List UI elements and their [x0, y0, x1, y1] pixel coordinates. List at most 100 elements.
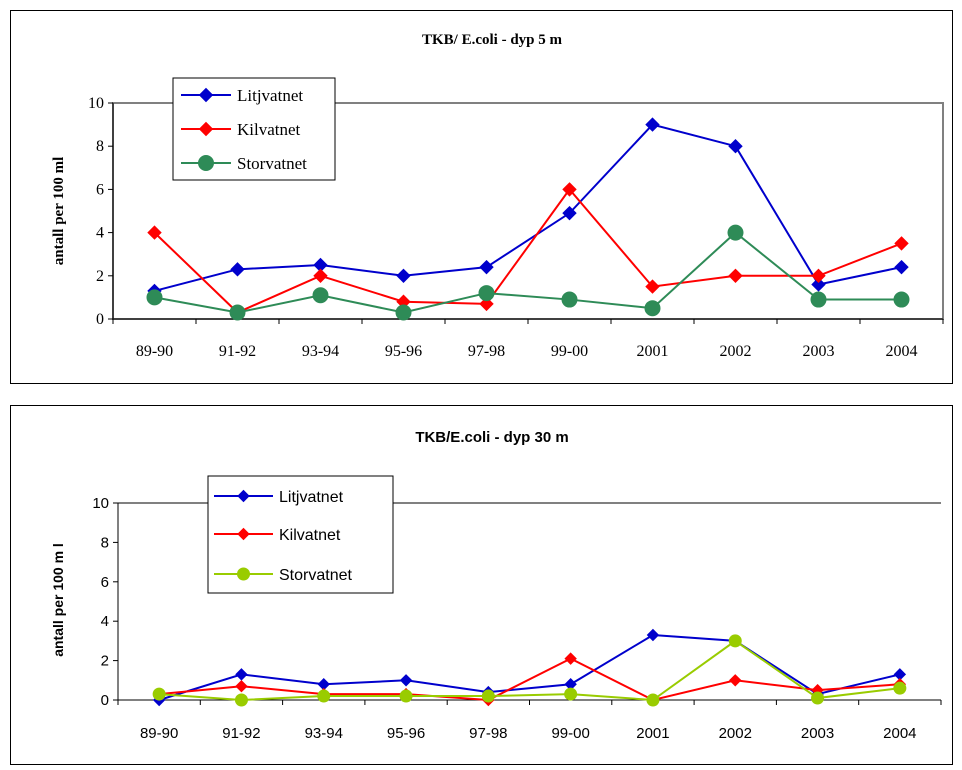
data-point-litjvatnet: [562, 205, 577, 221]
data-point-storvatnet: [312, 287, 329, 304]
data-point-storvatnet: [395, 304, 412, 321]
y-tick-label: 0: [101, 692, 109, 709]
data-point-litjvatnet: [645, 117, 660, 132]
y-axis-label-5m: antall per 100 ml: [51, 157, 67, 265]
data-point-storvatnet: [646, 693, 660, 707]
data-point-storvatnet: [317, 689, 331, 703]
data-point-storvatnet: [893, 291, 910, 308]
data-point-litjvatnet: [399, 674, 413, 687]
data-point-storvatnet: [481, 689, 495, 703]
data-point-storvatnet: [478, 285, 495, 302]
x-tick-label: 2004: [883, 725, 916, 742]
chart-panel-30m: TKB/E.coli - dyp 30 m antall per 100 m l 0…: [10, 405, 953, 765]
chart-title-5m: TKB/ E.coli - dyp 5 m: [422, 32, 563, 48]
data-point-litjvatnet: [811, 277, 826, 292]
data-point-kilvatnet: [147, 225, 162, 240]
y-tick-label: 8: [96, 138, 104, 155]
data-point-storvatnet: [728, 634, 742, 648]
legend-label-kilvatnet: Kilvatnet: [279, 527, 341, 544]
data-point-storvatnet: [146, 289, 163, 306]
x-tick-label: 2003: [803, 343, 835, 360]
y-tick-label: 2: [96, 268, 104, 285]
x-tick-label: 89-90: [140, 725, 178, 742]
legend-marker-storvatnet: [237, 567, 250, 581]
legend-label-storvatnet: Storvatnet: [237, 154, 307, 173]
x-tick-label: 2003: [801, 725, 834, 742]
data-point-storvatnet: [644, 300, 661, 317]
x-tick-label: 2001: [636, 725, 669, 742]
data-point-storvatnet: [893, 681, 907, 695]
series-line-kilvatnet: [159, 657, 900, 702]
data-point-kilvatnet: [313, 268, 328, 284]
y-tick-label: 6: [96, 181, 104, 198]
data-point-kilvatnet: [729, 674, 742, 687]
data-point-kilvatnet: [728, 268, 743, 284]
legend-marker-litjvatnet: [237, 489, 250, 503]
chart-30m: TKB/E.coli - dyp 30 m antall per 100 m l 0…: [50, 429, 942, 742]
series-line-storvatnet: [154, 231, 902, 314]
data-point-storvatnet: [561, 291, 578, 308]
legend-marker-kilvatnet: [198, 121, 214, 137]
legend-label-storvatnet: Storvatnet: [279, 567, 352, 584]
series-line-kilvatnet: [153, 187, 902, 314]
legend-5m: Litjvatnet Kilvatnet Storvatnet: [172, 77, 336, 181]
data-point-storvatnet: [727, 224, 744, 241]
legend-label-litjvatnet: Litjvatnet: [237, 86, 303, 105]
data-point-kilvatnet: [564, 652, 577, 665]
y-axis-label-30m: antall per 100 m l: [50, 543, 66, 657]
x-tick-label: 97-98: [469, 725, 507, 742]
x-tick-label: 93-94: [302, 343, 339, 360]
x-tick-label: 93-94: [305, 725, 343, 742]
y-tick-label: 0: [96, 311, 104, 328]
legend-label-litjvatnet: Litjvatnet: [279, 489, 344, 506]
data-point-kilvatnet: [235, 680, 248, 693]
data-point-storvatnet: [229, 304, 246, 321]
data-point-storvatnet: [810, 291, 827, 308]
chart-panel-5m: TKB/ E.coli - dyp 5 m antall per 100 ml 0 2…: [10, 10, 953, 384]
data-point-kilvatnet: [562, 182, 577, 197]
series-line-litjvatnet: [158, 633, 901, 701]
x-tick-label: 91-92: [222, 725, 260, 742]
x-tick-label: 99-00: [551, 343, 588, 360]
data-point-litjvatnet: [479, 259, 494, 275]
data-point-litjvatnet: [728, 138, 743, 154]
y-tick-label: 8: [101, 534, 109, 551]
series-line-storvatnet: [159, 639, 900, 702]
legend-marker-litjvatnet: [198, 87, 214, 103]
data-point-storvatnet: [234, 693, 248, 707]
data-point-kilvatnet: [811, 268, 826, 284]
y-tick-label: 6: [101, 574, 109, 591]
data-point-litjvatnet: [646, 628, 660, 642]
data-point-storvatnet: [152, 687, 166, 701]
data-point-kilvatnet: [894, 236, 909, 251]
data-point-storvatnet: [811, 691, 825, 705]
chart-5m: TKB/ E.coli - dyp 5 m antall per 100 ml 0 2…: [51, 32, 944, 360]
data-point-kilvatnet: [479, 296, 494, 312]
y-tick-label: 4: [101, 613, 109, 630]
x-tick-label: 2002: [720, 343, 752, 360]
x-tick-label: 95-96: [385, 343, 422, 360]
x-tick-label: 91-92: [219, 343, 256, 360]
x-tick-label: 99-00: [551, 725, 589, 742]
legend-label-kilvatnet: Kilvatnet: [237, 120, 301, 139]
x-tick-label: 97-98: [468, 343, 505, 360]
data-point-litjvatnet: [235, 668, 248, 681]
data-point-litjvatnet: [230, 262, 245, 277]
data-point-litjvatnet: [396, 268, 411, 284]
x-tick-label: 89-90: [136, 343, 173, 360]
legend-marker-kilvatnet: [237, 527, 250, 541]
y-tick-label: 10: [92, 495, 109, 512]
data-point-kilvatnet: [645, 279, 660, 294]
series-line-litjvatnet: [154, 123, 902, 292]
x-tick-label: 2001: [637, 343, 669, 360]
x-tick-label: 2004: [886, 343, 918, 360]
data-point-litjvatnet: [894, 259, 909, 275]
legend-marker-storvatnet: [198, 155, 214, 171]
y-tick-label: 2: [101, 653, 109, 670]
data-point-storvatnet: [399, 689, 413, 703]
legend-30m: Litjvatnet Kilvatnet Storvatnet: [207, 475, 394, 594]
chart-title-30m: TKB/E.coli - dyp 30 m: [415, 429, 568, 446]
x-tick-label: 2002: [719, 725, 752, 742]
y-tick-label: 4: [96, 225, 104, 242]
y-tick-label: 10: [88, 95, 104, 112]
